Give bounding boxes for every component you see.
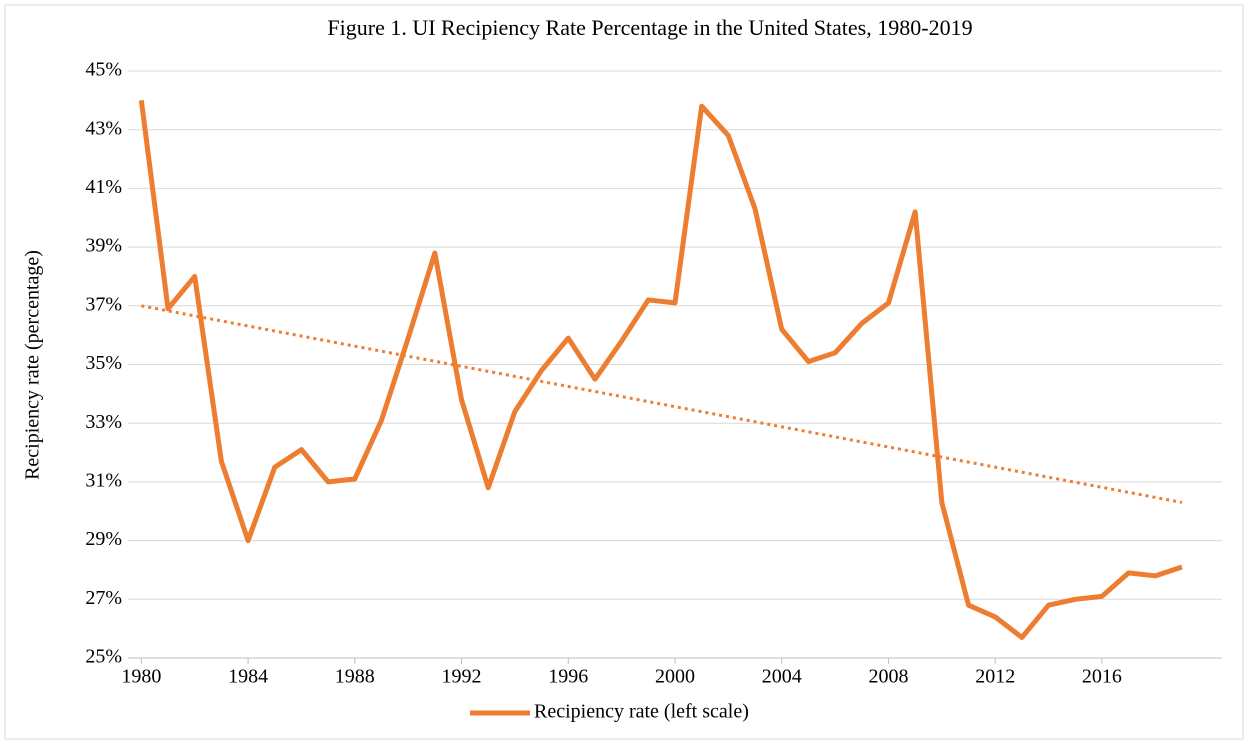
y-tick-label: 37% bbox=[85, 293, 122, 315]
legend-label: Recipiency rate (left scale) bbox=[534, 701, 749, 723]
chart-title: Figure 1. UI Recipiency Rate Percentage … bbox=[327, 15, 972, 40]
x-tick-label: 1996 bbox=[548, 666, 588, 688]
y-tick-label: 45% bbox=[85, 59, 122, 81]
x-tick-label: 1984 bbox=[228, 666, 268, 688]
y-tick-label: 43% bbox=[85, 117, 122, 139]
trend-line bbox=[141, 304, 1183, 504]
data-line bbox=[138, 100, 1183, 640]
y-tick-label: 33% bbox=[85, 411, 122, 433]
y-tick-label: 41% bbox=[85, 176, 122, 198]
y-tick-label: 25% bbox=[85, 646, 122, 668]
x-tick-label: 1980 bbox=[121, 666, 161, 688]
y-axis-label: Recipiency rate (percentage) bbox=[22, 250, 44, 480]
y-tick-label: 35% bbox=[85, 352, 122, 374]
x-tick-label: 2008 bbox=[868, 666, 908, 688]
x-tick-label: 2004 bbox=[762, 666, 802, 688]
x-tick-label: 1988 bbox=[335, 666, 375, 688]
chart-border bbox=[4, 4, 1244, 740]
y-tick-label: 31% bbox=[85, 469, 122, 491]
x-tick-label: 2000 bbox=[655, 666, 695, 688]
x-tick-label: 2016 bbox=[1082, 666, 1122, 688]
y-tick-label: 29% bbox=[85, 528, 122, 550]
y-tick-label: 27% bbox=[85, 587, 122, 609]
y-tick-label: 39% bbox=[85, 235, 122, 257]
x-tick-label: 1992 bbox=[442, 666, 482, 688]
x-tick-label: 2012 bbox=[975, 666, 1015, 688]
